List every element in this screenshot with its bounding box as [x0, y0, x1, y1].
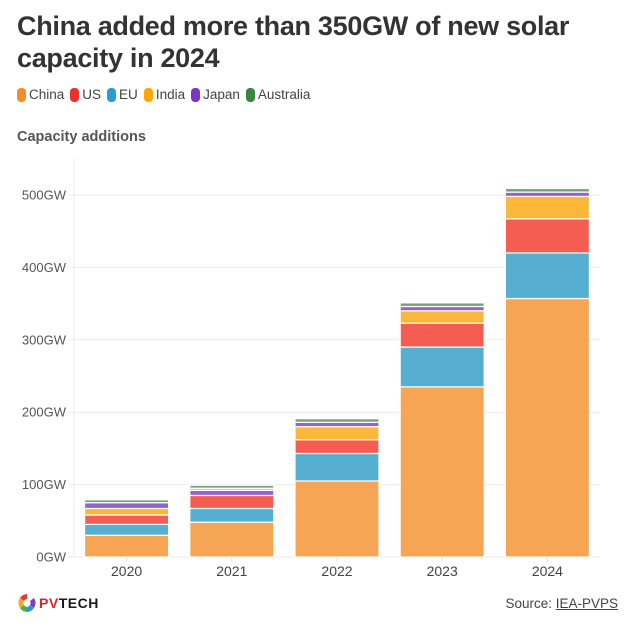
legend-swatch-japan [191, 87, 201, 102]
bar-segment-india-2023 [399, 310, 485, 324]
logo-tech: TECH [58, 595, 99, 611]
x-tick-label: 2021 [216, 563, 247, 579]
legend-item-japan[interactable]: Japan [191, 87, 240, 102]
bar-segment-japan-2022 [294, 421, 380, 428]
bar-segment-australia-2022 [294, 418, 380, 423]
source-note: Source: IEA-PVPS [505, 596, 618, 611]
chart-subtitle: Capacity additions [17, 129, 146, 145]
y-tick-label: 500GW [22, 188, 67, 203]
bar-segment-us-2022 [294, 439, 380, 455]
bar-segment-australia-2023 [399, 302, 485, 308]
bar-segment-china-2020 [83, 534, 170, 558]
bar-segment-eu-2023 [399, 346, 485, 388]
legend-label-india: India [155, 87, 186, 102]
legend-swatch-china [17, 87, 26, 102]
legend-swatch-australia [245, 87, 255, 102]
bar-stack-2023 [399, 302, 485, 558]
legend-label-china: China [29, 87, 65, 102]
x-axis: 2020 2021 2022 2023 2024 [111, 557, 563, 579]
bar-segment-india-2022 [294, 426, 380, 441]
bars [83, 187, 590, 558]
legend: China US EU India Japan Australia [17, 87, 316, 102]
pvtech-logo-icon [18, 594, 36, 612]
bar-segment-japan-2023 [399, 305, 485, 312]
legend-label-eu: EU [119, 87, 138, 102]
pvtech-logo: PVTECH [17, 592, 99, 614]
bar-stack-2024 [504, 187, 590, 558]
y-tick-label: 200GW [22, 405, 67, 420]
source-link[interactable]: IEA-PVPS [555, 596, 618, 611]
bar-segment-us-2024 [504, 218, 590, 254]
bar-stack-2020 [83, 499, 170, 558]
bar-segment-eu-2022 [294, 452, 380, 482]
bar-segment-china-2024 [504, 297, 590, 558]
bar-segment-us-2023 [399, 322, 485, 348]
pvtech-logo-text: PVTECH [39, 595, 99, 611]
bar-segment-china-2022 [294, 480, 380, 558]
bar-segment-japan-2024 [504, 191, 590, 198]
logo-pv: PV [39, 595, 59, 611]
bar-segment-eu-2021 [189, 507, 275, 523]
bar-segment-us-2020 [83, 514, 170, 526]
bar-segment-us-2021 [189, 494, 275, 510]
x-tick-label: 2020 [111, 563, 142, 579]
bar-segment-japan-2021 [189, 489, 275, 497]
y-tick-label: 400GW [22, 260, 67, 275]
legend-item-australia[interactable]: Australia [245, 87, 311, 102]
bar-stack-2021 [189, 484, 275, 558]
legend-swatch-eu [107, 87, 117, 102]
bar-segment-australia-2021 [189, 484, 275, 489]
legend-item-india[interactable]: India [143, 87, 186, 102]
x-tick-label: 2022 [321, 563, 352, 579]
bar-segment-india-2024 [504, 195, 590, 220]
chart-title: China added more than 350GW of new solar… [17, 11, 570, 73]
legend-label-us: US [82, 87, 102, 102]
bar-segment-china-2023 [399, 386, 485, 558]
x-tick-label: 2023 [427, 563, 458, 579]
legend-label-australia: Australia [257, 87, 311, 102]
legend-swatch-india [143, 87, 153, 102]
legend-swatch-us [70, 87, 80, 102]
y-tick-label: 0GW [36, 550, 66, 565]
bar-segment-eu-2024 [504, 252, 590, 300]
bar-segment-australia-2024 [504, 187, 590, 193]
legend-label-japan: Japan [203, 87, 240, 102]
bar-stack-2022 [294, 418, 380, 558]
y-tick-label: 300GW [22, 332, 67, 347]
y-axis: 0GW 100GW 200GW 300GW 400GW 500GW [22, 188, 67, 565]
x-tick-label: 2024 [532, 563, 563, 579]
y-tick-label: 100GW [22, 477, 67, 492]
legend-item-china[interactable]: China [17, 87, 64, 102]
legend-item-eu[interactable]: EU [107, 87, 138, 102]
source-prefix: Source: [505, 596, 556, 611]
bar-segment-china-2021 [189, 521, 275, 558]
bar-segment-australia-2020 [83, 499, 170, 504]
bar-segment-japan-2020 [83, 502, 170, 510]
bar-segment-eu-2020 [83, 523, 170, 536]
bar-segment-india-2020 [83, 507, 170, 516]
legend-item-us[interactable]: US [70, 87, 101, 102]
